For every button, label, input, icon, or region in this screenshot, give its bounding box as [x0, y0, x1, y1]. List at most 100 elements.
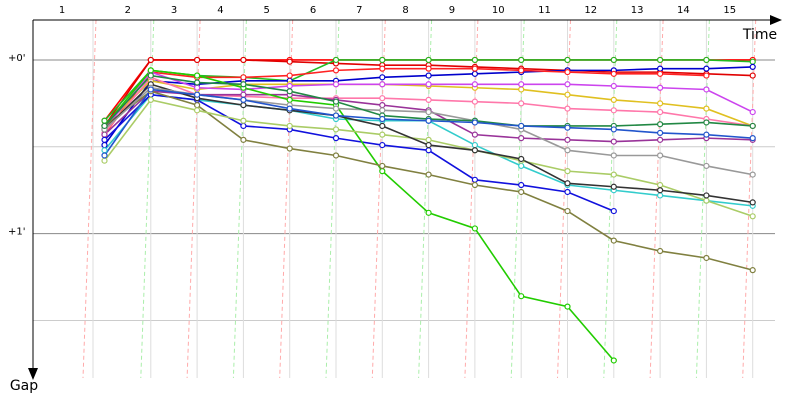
data-point: [471, 147, 478, 154]
data-point: [147, 86, 154, 93]
x-tick-label: 13: [631, 5, 644, 16]
data-point: [286, 122, 293, 130]
data-point: [518, 122, 525, 130]
data-point: [101, 131, 108, 138]
data-point: [286, 88, 293, 95]
data-point: [564, 303, 571, 310]
y-tick-label: +0': [8, 53, 26, 64]
data-point: [240, 102, 247, 109]
data-point: [425, 72, 432, 79]
x-tick-label: 14: [677, 5, 690, 16]
data-point: [379, 56, 386, 64]
data-point: [379, 65, 386, 72]
x-tick-label: 9: [449, 5, 455, 16]
data-point: [703, 56, 710, 64]
data-point: [147, 67, 154, 74]
data-point: [240, 74, 247, 81]
data-point: [286, 72, 293, 79]
x-tick-label: 12: [584, 5, 597, 16]
data-point: [471, 141, 478, 149]
data-point: [101, 147, 108, 154]
lap-divider: [418, 19, 433, 379]
data-point: [194, 102, 201, 109]
data-point: [379, 141, 386, 149]
data-point: [425, 209, 432, 216]
data-point: [471, 56, 478, 64]
x-axis-title: Time: [742, 27, 777, 43]
data-point: [749, 213, 756, 220]
data-point: [610, 82, 617, 90]
data-point: [379, 115, 386, 123]
data-point: [610, 56, 617, 64]
lap-divider: [371, 19, 386, 379]
data-point: [656, 65, 664, 72]
data-point: [240, 136, 247, 143]
lap-divider: [742, 19, 757, 379]
data-point: [286, 82, 293, 90]
data-point: [332, 105, 340, 112]
data-point: [425, 56, 432, 64]
lap-divider: [464, 19, 479, 379]
x-tick-label: 3: [171, 5, 177, 16]
data-point: [194, 84, 201, 91]
data-point: [194, 79, 201, 86]
data-point: [286, 58, 293, 65]
data-point: [703, 131, 710, 138]
data-point: [656, 84, 664, 91]
data-point: [425, 136, 432, 143]
data-point: [610, 171, 617, 178]
data-point: [749, 122, 756, 130]
series-line: [103, 69, 615, 361]
data-point: [332, 126, 340, 133]
data-point: [749, 267, 756, 274]
data-point: [332, 56, 340, 64]
data-point: [749, 63, 756, 71]
data-point: [471, 131, 478, 138]
x-tick-label: 5: [264, 5, 270, 16]
data-point: [703, 119, 710, 126]
data-point: [471, 225, 478, 232]
data-point: [749, 171, 756, 178]
data-point: [610, 237, 617, 244]
data-point: [564, 147, 571, 154]
data-point: [101, 141, 108, 149]
data-point: [332, 81, 340, 88]
data-point: [101, 136, 108, 143]
data-point: [656, 100, 664, 107]
data-point: [610, 183, 617, 190]
data-point: [703, 72, 710, 79]
x-tick-label: 15: [723, 5, 736, 16]
data-point: [332, 135, 340, 142]
data-point: [749, 199, 756, 206]
data-point: [703, 254, 710, 262]
data-point: [379, 162, 386, 170]
data-point: [656, 121, 664, 128]
x-tick-label: 6: [310, 5, 316, 16]
data-point: [101, 117, 108, 124]
data-point: [656, 247, 664, 255]
data-point: [379, 168, 386, 175]
data-point: [564, 69, 571, 76]
data-point: [564, 136, 571, 143]
data-point: [656, 152, 664, 159]
data-point: [194, 91, 201, 98]
data-point: [703, 192, 710, 199]
data-point: [471, 70, 478, 77]
data-point: [564, 91, 571, 98]
data-point: [656, 70, 664, 77]
data-point: [379, 107, 386, 114]
data-point: [379, 81, 386, 88]
data-point: [240, 96, 247, 104]
data-point: [610, 107, 617, 114]
lap-divider: [603, 19, 618, 379]
data-point: [471, 119, 478, 126]
x-tick-label: 11: [538, 5, 551, 16]
data-point: [286, 96, 293, 104]
data-point: [147, 72, 154, 79]
data-point: [656, 187, 664, 194]
data-point: [425, 141, 432, 149]
data-point: [703, 65, 710, 72]
data-point: [240, 56, 247, 64]
data-point: [471, 81, 478, 88]
x-tick-label: 8: [402, 5, 408, 16]
